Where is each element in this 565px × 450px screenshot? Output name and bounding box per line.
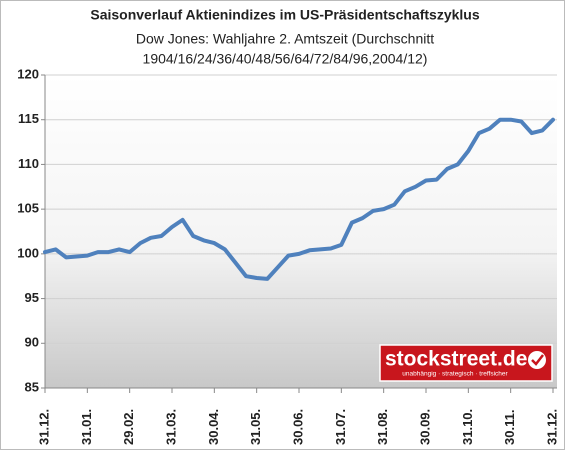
x-tick-label: 30.11. [502, 410, 517, 445]
chart-title: Saisonverlauf Aktienindizes im US-Präsid… [90, 7, 479, 23]
y-tick-label: 100 [17, 245, 39, 260]
logo-box [379, 344, 553, 382]
logo-tagline: unabhängig · strategisch · treffsicher [402, 371, 508, 378]
plot-area [45, 75, 557, 388]
logo-check [531, 354, 544, 366]
x-tick-label: 31.03. [163, 409, 178, 445]
x-tick-label: 30.09. [417, 409, 432, 445]
y-tick-label: 95 [25, 290, 39, 305]
subtitle: 1904/16/24/36/40/48/56/64/72/84/96,2004/… [143, 51, 428, 67]
logo-text: stockstreet.de [385, 348, 527, 371]
logo-icon [528, 351, 546, 369]
y-tick-label: 105 [17, 201, 39, 216]
x-tick-label: 31.12. [544, 409, 559, 445]
y-tick-label: 85 [25, 379, 39, 394]
y-tick-label: 110 [18, 156, 39, 171]
x-tick-label: 31.08. [375, 409, 390, 445]
x-tick-label: 31.01. [79, 409, 94, 445]
x-tick-label: 29.02. [121, 409, 136, 445]
x-tick-label: 30.06. [290, 409, 305, 445]
x-tick-label: 31.07. [333, 409, 348, 445]
x-tick-label: 30.04. [206, 409, 221, 445]
line [43, 117, 555, 281]
y-tick-label: 90 [25, 335, 39, 350]
logo: stockstreet.de unabhängig · strategisch … [379, 344, 553, 382]
y-tick-label: 115 [18, 111, 39, 126]
x-tick-label: 31.10. [460, 409, 475, 445]
subtitle: Dow Jones: Wahljahre 2. Amtszeit (Durchs… [136, 31, 434, 47]
x-tick-label: 31.05. [248, 409, 263, 445]
x-tick-label: 31.12. [36, 409, 51, 445]
y-tick-label: 120 [17, 66, 39, 81]
